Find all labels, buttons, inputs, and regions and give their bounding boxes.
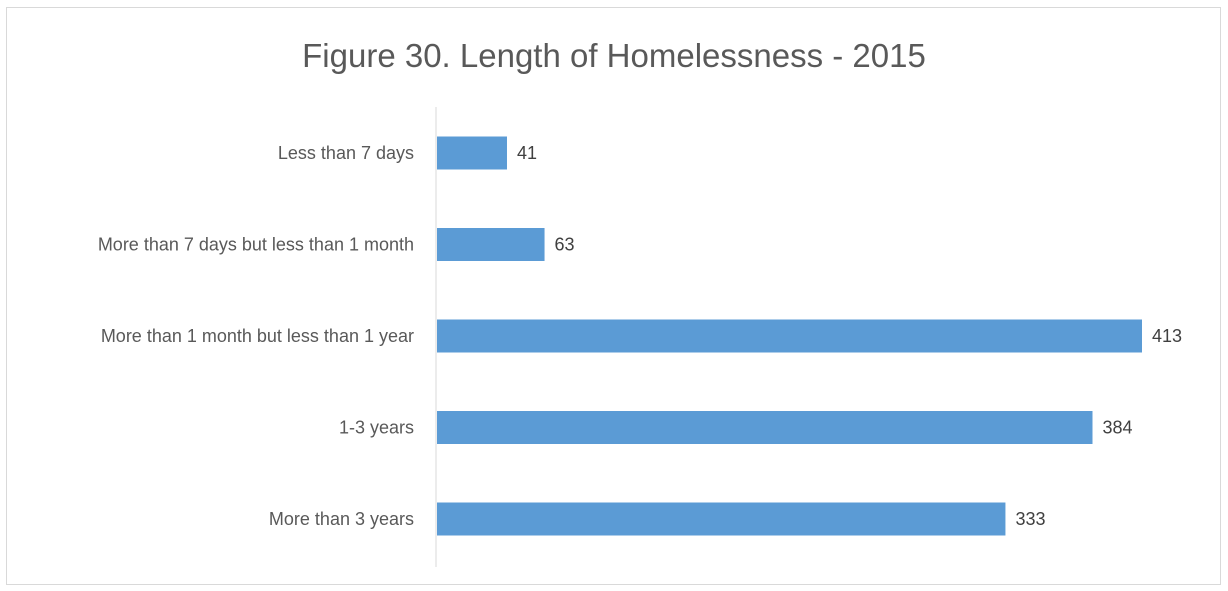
data-label-1: 63 [555,235,575,255]
category-label-1: More than 7 days but less than 1 month [98,235,414,255]
category-label-3: 1-3 years [339,418,414,438]
data-label-0: 41 [517,143,537,163]
bar-3 [437,411,1093,444]
bars-layer [437,136,1142,536]
data-label-3: 384 [1102,418,1132,438]
bar-1 [437,228,545,261]
chart-title: Figure 30. Length of Homelessness - 2015 [302,37,926,74]
data-label-4: 333 [1015,509,1045,529]
category-label-0: Less than 7 days [278,143,414,163]
bar-4 [437,502,1006,536]
chart-frame [6,7,1221,585]
bar-2 [437,319,1142,353]
data-label-2: 413 [1152,326,1182,346]
bar-0 [437,136,507,170]
labels-layer: Less than 7 days 41 More than 7 days but l… [98,143,1182,529]
category-label-4: More than 3 years [269,509,414,529]
category-label-2: More than 1 month but less than 1 year [101,326,414,346]
